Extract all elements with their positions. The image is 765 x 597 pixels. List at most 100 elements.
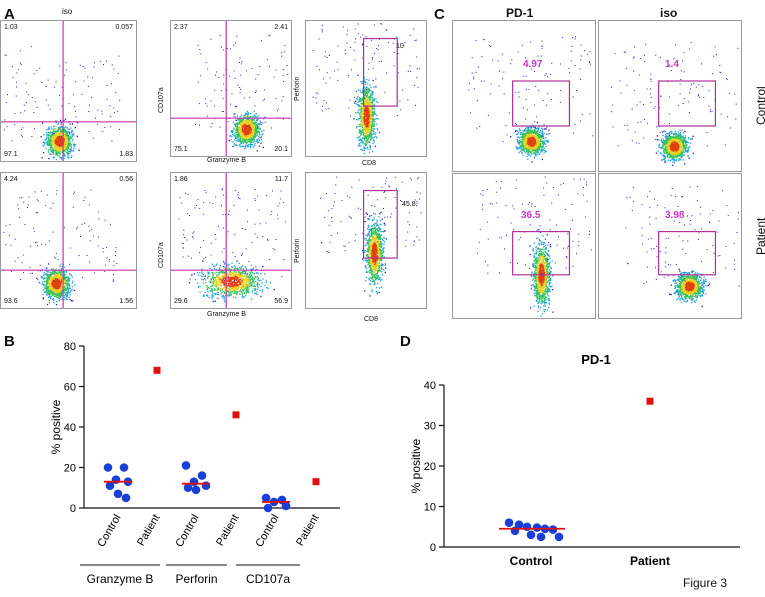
y-axis-label: CD107a [158, 87, 165, 113]
gate-rect [658, 80, 717, 127]
gate-percent: 1.4 [665, 59, 679, 70]
control-point [281, 501, 291, 511]
y-tick-label: 0 [70, 503, 76, 515]
facs-plot-a-r2-3: 45.8 [305, 172, 427, 309]
y-tick-label: 40 [64, 422, 76, 434]
chart-b: 0 20 40 60 80 % positive Control Patient Granzym… [49, 341, 340, 586]
x-tick-label: Patient [135, 513, 163, 549]
group-label: Perforin [175, 572, 217, 586]
quadrant-ur: 0.057 [115, 24, 133, 31]
event-dots [477, 176, 592, 317]
quadrant-lr: 1.83 [119, 151, 133, 158]
gate-rect [362, 189, 398, 259]
y-axis-label: % positive [49, 399, 63, 454]
y-tick-label: 30 [424, 421, 436, 433]
facs-plot-c-control-pd1: 4.97 [452, 20, 596, 172]
control-point [113, 489, 123, 499]
y-tick-label: 60 [64, 382, 76, 394]
y-tick-label: 0 [430, 542, 436, 554]
control-point [105, 481, 115, 491]
control-point [514, 520, 524, 530]
facs-plot-c-patient-pd1: 36.5 [452, 173, 596, 319]
quadrant-ur: 11.7 [274, 176, 288, 183]
y-axis-label: Perforin [294, 76, 301, 101]
control-point [261, 493, 271, 503]
panel-letter-c: C [434, 6, 445, 23]
quadrant-ll: 97.1 [4, 151, 18, 158]
column-header-iso: iso [660, 6, 678, 20]
column-header-pd1: PD-1 [506, 6, 534, 20]
y-axis-label: % positive [409, 438, 423, 493]
group-label: Granzyme B [87, 572, 154, 586]
y-tick-label: 20 [64, 463, 76, 475]
patient-point [312, 478, 320, 486]
gate-value: 10 [396, 43, 404, 50]
figure-label: Figure 3 [683, 576, 728, 590]
control-point [536, 532, 546, 542]
quadrant-lr: 56.9 [274, 298, 288, 305]
event-dots [3, 46, 121, 161]
control-point [504, 518, 514, 527]
panel-letter-a: A [4, 6, 15, 23]
event-dots [3, 189, 118, 306]
quadrant-lr: 20.1 [274, 146, 288, 153]
gate-value: 45.8 [402, 201, 416, 208]
event-dots [320, 176, 422, 297]
row-header-control: Control [754, 86, 765, 125]
x-axis-label: Granzyme B [207, 311, 246, 318]
facs-plot-a-r2-1: 4.24 0.56 93.6 1.56 [0, 172, 137, 309]
y-tick-label: 20 [424, 461, 436, 473]
chart-title: PD-1 [581, 352, 611, 367]
quadrant-ll: 29.6 [174, 298, 188, 305]
event-dots [194, 34, 289, 152]
chart-d: PD-1 0 10 20 30 40 % positive Control Patient [409, 352, 740, 568]
control-point [201, 481, 211, 491]
gate-percent: 4.97 [523, 59, 543, 70]
x-tick-label: Control [253, 513, 281, 550]
event-dots [178, 188, 286, 303]
quadrant-ul: 1.03 [4, 24, 18, 31]
x-axis-label: CD8 [362, 160, 377, 167]
quadrant-ur: 0.56 [119, 176, 133, 183]
patient-point [232, 411, 240, 419]
gate-rect [512, 80, 571, 127]
x-tick-label: Control [510, 554, 553, 568]
control-point [554, 532, 564, 542]
control-point [526, 530, 536, 540]
control-point [510, 526, 520, 536]
panel-a-title: iso [62, 7, 73, 16]
control-point [522, 522, 532, 532]
control-point [191, 485, 201, 495]
facs-plot-a-r2-2: 1.86 11.7 29.6 56.9 [170, 172, 292, 309]
control-point [183, 483, 193, 493]
y-tick-label: 40 [424, 380, 436, 392]
x-axis-label: CD8 [364, 316, 379, 323]
control-point [181, 461, 191, 470]
quadrant-ul: 2.37 [174, 24, 188, 31]
x-axis-label: Granzyme B [207, 157, 246, 164]
facs-plot-a-r1-1: 1.03 0.057 97.1 1.83 [0, 20, 137, 162]
patient-point [646, 397, 654, 405]
row-header-patient: Patient [754, 217, 765, 255]
patient-point [153, 366, 161, 374]
y-axis-label: CD107a [158, 242, 165, 268]
control-point [119, 463, 129, 472]
gate-percent: 36.5 [521, 210, 541, 221]
panel-letter-d: D [400, 333, 411, 350]
control-point [197, 471, 207, 480]
quadrant-ll: 75.1 [174, 146, 188, 153]
x-tick-label: Control [95, 513, 123, 550]
control-point [103, 463, 113, 472]
gate-rect [512, 230, 571, 276]
quadrant-lr: 1.56 [119, 298, 133, 305]
facs-plot-c-control-iso: 1.4 [598, 20, 742, 172]
x-tick-label: Patient [214, 513, 242, 549]
facs-plot-a-r1-2: 2.37 2.41 75.1 20.1 [170, 20, 292, 157]
facs-plot-a-r1-3: 10 [305, 20, 427, 157]
x-tick-label: Control [173, 513, 201, 550]
y-tick-label: 10 [424, 502, 436, 514]
quadrant-ul: 1.86 [174, 176, 188, 183]
panel-letter-b: B [4, 333, 15, 350]
event-dots [468, 36, 594, 163]
quadrant-ur: 2.41 [274, 24, 288, 31]
